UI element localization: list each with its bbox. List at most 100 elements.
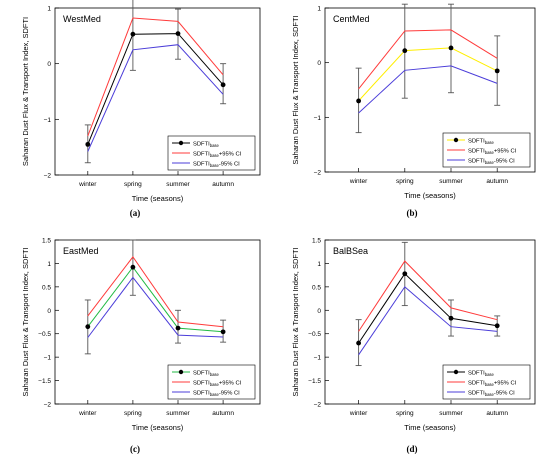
x-tick-label: summer xyxy=(166,410,190,417)
y-tick-label: −1 xyxy=(44,117,52,124)
series-line-2 xyxy=(358,65,498,114)
y-tick-label: −2 xyxy=(44,173,52,180)
legend-sub: base xyxy=(210,143,220,148)
legend-entry: SDFTIbase+95% CI xyxy=(468,380,517,387)
legend-name: SDFTI xyxy=(468,380,485,386)
legend-sub: base xyxy=(210,392,220,397)
legend-sub: base xyxy=(485,392,495,397)
y-tick-label: −0.5 xyxy=(38,331,51,338)
legend-entry: SDFTIbase+95% CI xyxy=(468,148,517,155)
legend-marker xyxy=(178,140,184,146)
data-point xyxy=(130,31,136,37)
y-tick-label: 1 xyxy=(47,6,51,13)
panel-title: WestMed xyxy=(63,14,101,24)
y-tick-label: 1 xyxy=(317,6,321,13)
y-tick-label: −2 xyxy=(314,170,322,177)
x-tick-label: winter xyxy=(349,410,368,417)
legend-sub: base xyxy=(210,153,220,158)
series-line-1 xyxy=(358,29,498,90)
legend-entry: SDFTIbase-95% CI xyxy=(468,158,515,165)
x-axis-label: Time (seasons) xyxy=(404,423,456,432)
panel-caption: (b) xyxy=(407,208,418,218)
series-line-0 xyxy=(87,33,224,145)
legend-name: SDFTI xyxy=(468,390,485,396)
x-tick-label: summer xyxy=(439,178,463,185)
legend-sub: base xyxy=(485,140,495,145)
x-tick-label: spring xyxy=(124,181,142,188)
data-point xyxy=(85,324,91,330)
panel-caption: (a) xyxy=(130,208,141,218)
y-axis-label: Saharan Dust Flux & Transport Index, SDF… xyxy=(291,15,300,164)
data-point xyxy=(494,68,500,74)
y-axis-label: Saharan Dust Flux & Transport Index, SDF… xyxy=(21,247,30,396)
y-tick-label: −1 xyxy=(314,115,322,122)
legend-sub: base xyxy=(210,163,220,168)
legend-marker xyxy=(453,137,459,143)
chart-panel-eastmed: −2 −1.5 −1 −0.5 0 0.5 1 1.5 winter spring summer au… xyxy=(21,238,261,454)
legend-suffix: +95% CI xyxy=(494,148,517,154)
series-line-1 xyxy=(87,17,224,137)
y-tick-label: 0 xyxy=(47,308,51,315)
legend-entry: SDFTIbase-95% CI xyxy=(468,390,515,397)
y-tick-label: 1.5 xyxy=(312,238,321,245)
data-point xyxy=(175,31,181,37)
x-tick-label: winter xyxy=(349,178,368,185)
legend-entry: SDFTIbase+95% CI xyxy=(193,151,242,158)
legend-suffix: +95% CI xyxy=(494,380,517,386)
data-point xyxy=(356,98,361,104)
series-line-2 xyxy=(87,276,224,338)
chart-panel-westmed: −2 −1 0 1 winter spring summer autumn WestMed Tim… xyxy=(21,0,261,218)
y-tick-label: −0.5 xyxy=(308,331,321,338)
legend-name: SDFTI xyxy=(193,380,210,386)
legend-sub: base xyxy=(485,372,495,377)
legend-name: SDFTI xyxy=(468,148,485,154)
series-line-0 xyxy=(358,47,498,102)
legend-suffix: -95% CI xyxy=(219,161,240,167)
panel-caption: (d) xyxy=(407,444,418,454)
x-tick-label: summer xyxy=(439,410,463,417)
data-point xyxy=(402,271,408,277)
series-line-2 xyxy=(87,44,224,152)
data-point xyxy=(448,315,454,321)
chart-panel-centmed: −2 −1 0 1 winter spring summer autumn CentMed Tim… xyxy=(291,3,536,218)
y-tick-label: −1.5 xyxy=(308,378,321,385)
data-point xyxy=(130,264,136,270)
legend-name: SDFTI xyxy=(468,370,485,376)
x-tick-label: autumn xyxy=(212,410,234,417)
data-point xyxy=(220,82,226,88)
legend-sub: base xyxy=(485,160,495,165)
y-tick-label: 0 xyxy=(317,60,321,67)
series-line-2 xyxy=(358,286,498,356)
legend-sub: base xyxy=(210,382,220,387)
y-tick-label: 0.5 xyxy=(42,284,51,291)
legend-entry: SDFTIbase+95% CI xyxy=(193,380,242,387)
y-tick-label: −2 xyxy=(44,402,52,409)
legend-sub: base xyxy=(485,150,495,155)
y-tick-label: −2 xyxy=(314,402,322,409)
panel-title: CentMed xyxy=(333,14,370,24)
x-tick-label: autumn xyxy=(486,410,508,417)
data-point xyxy=(85,141,91,147)
x-tick-label: spring xyxy=(396,178,414,185)
panel-caption: (c) xyxy=(130,444,140,454)
chart-panel-balbsea: −2 −1.5 −1 −0.5 0 0.5 1 1.5 winter spring summer au… xyxy=(291,238,536,454)
x-tick-label: winter xyxy=(78,410,97,417)
x-tick-label: autumn xyxy=(486,178,508,185)
x-tick-label: summer xyxy=(166,181,190,188)
y-axis-label: Saharan Dust Flux & Transport Index, SDF… xyxy=(291,247,300,396)
legend-entry: SDFTIbase xyxy=(468,138,495,145)
legend-suffix: -95% CI xyxy=(219,390,240,396)
y-tick-label: −1 xyxy=(44,355,52,362)
y-tick-label: 1 xyxy=(47,261,51,268)
y-tick-label: 0 xyxy=(47,61,51,68)
legend-suffix: +95% CI xyxy=(219,151,242,157)
legend-entry: SDFTIbase xyxy=(193,370,220,377)
legend-suffix: -95% CI xyxy=(494,390,515,396)
series-line-1 xyxy=(358,260,498,332)
legend-sub: base xyxy=(210,372,220,377)
panel-title: EastMed xyxy=(63,246,99,256)
data-point xyxy=(220,329,226,335)
legend-name: SDFTI xyxy=(193,370,210,376)
legend-name: SDFTI xyxy=(468,138,485,144)
legend-suffix: -95% CI xyxy=(494,158,515,164)
